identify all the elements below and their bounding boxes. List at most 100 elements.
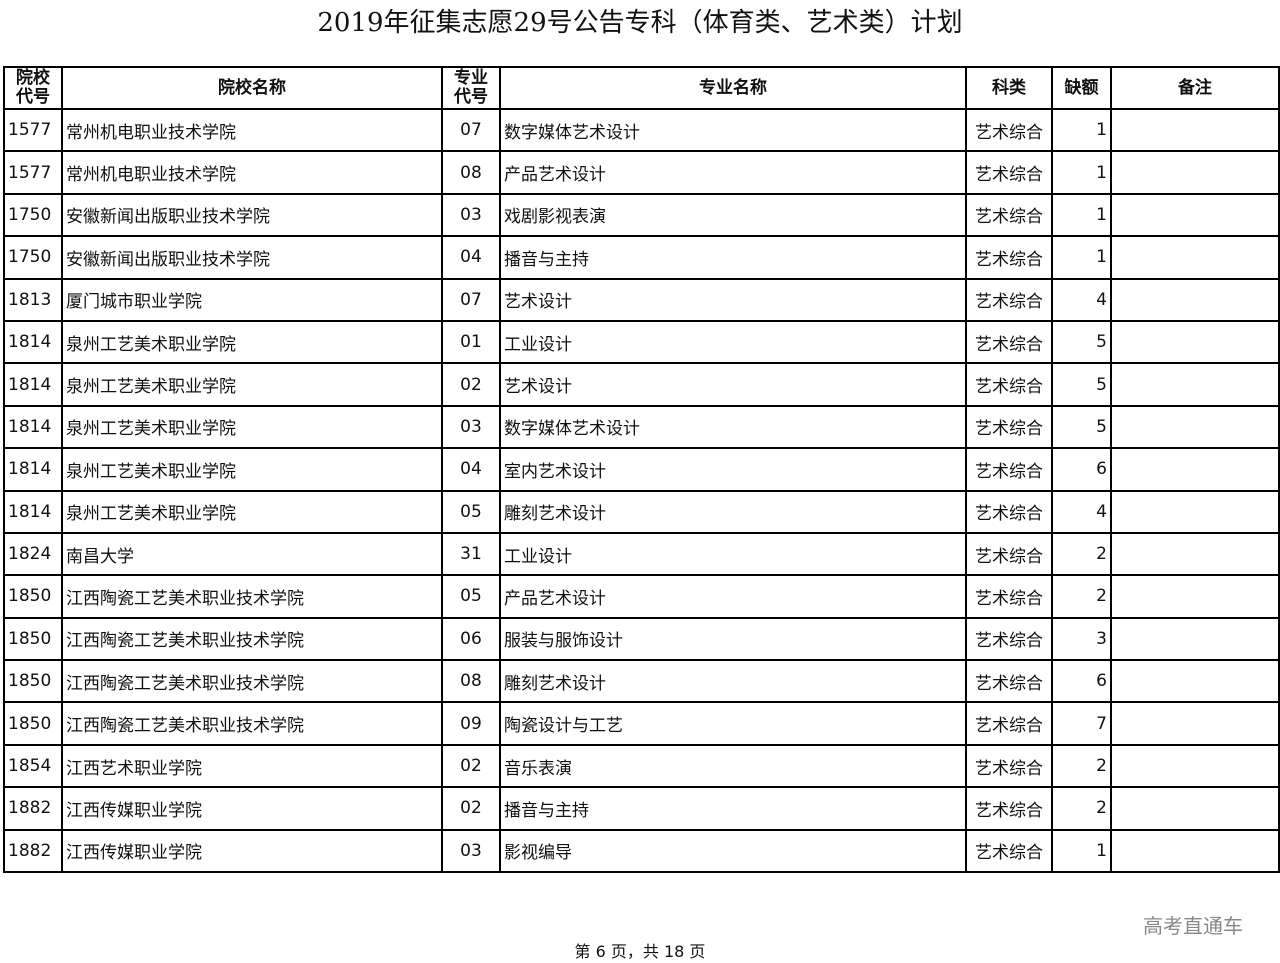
cell-vacancy: 3	[1051, 616, 1112, 662]
cell-school-name: 泉州工艺美术职业学院	[61, 489, 443, 534]
page-title: 2019年征集志愿29号公告专科（体育类、艺术类）计划	[317, 8, 963, 38]
cell-school-name: 南昌大学	[61, 531, 443, 577]
cell-remarks	[1110, 150, 1280, 195]
cell-school-code: 1813	[3, 277, 63, 322]
cell-school-code: 1750	[3, 235, 63, 280]
cell-major-code: 03	[441, 192, 501, 238]
header-school-name: 院校名称	[61, 66, 443, 110]
cell-school-name: 泉州工艺美术职业学院	[61, 447, 443, 492]
table-row: 1850 江西陶瓷工艺美术职业技术学院 08 雕刻艺术设计 艺术综合 6	[3, 659, 1280, 704]
cell-major-code: 08	[441, 150, 501, 195]
cell-vacancy: 2	[1051, 574, 1112, 619]
cell-school-name: 泉州工艺美术职业学院	[61, 319, 443, 365]
cell-major-code: 02	[441, 786, 501, 831]
cell-category: 艺术综合	[965, 531, 1053, 577]
cell-vacancy: 2	[1051, 531, 1112, 577]
cell-vacancy: 4	[1051, 489, 1112, 534]
cell-school-name: 江西传媒职业学院	[61, 828, 443, 874]
cell-school-name: 厦门城市职业学院	[61, 277, 443, 322]
cell-remarks	[1110, 786, 1280, 831]
header-category: 科类	[965, 66, 1053, 110]
cell-category: 艺术综合	[965, 277, 1053, 322]
cell-vacancy: 6	[1051, 447, 1112, 492]
cell-school-code: 1854	[3, 743, 63, 789]
cell-school-name: 江西传媒职业学院	[61, 786, 443, 831]
cell-major-name: 产品艺术设计	[499, 574, 967, 619]
header-vacancy: 缺额	[1051, 66, 1112, 110]
cell-major-code: 05	[441, 489, 501, 534]
cell-vacancy: 1	[1051, 107, 1112, 153]
table-row: 1850 江西陶瓷工艺美术职业技术学院 05 产品艺术设计 艺术综合 2	[3, 574, 1280, 619]
cell-category: 艺术综合	[965, 786, 1053, 831]
cell-major-code: 07	[441, 107, 501, 153]
cell-remarks	[1110, 659, 1280, 704]
cell-category: 艺术综合	[965, 150, 1053, 195]
cell-major-code: 05	[441, 574, 501, 619]
cell-category: 艺术综合	[965, 659, 1053, 704]
cell-category: 艺术综合	[965, 616, 1053, 662]
cell-vacancy: 4	[1051, 277, 1112, 322]
cell-major-name: 产品艺术设计	[499, 150, 967, 195]
cell-vacancy: 1	[1051, 150, 1112, 195]
cell-major-name: 播音与主持	[499, 786, 967, 831]
cell-school-code: 1577	[3, 107, 63, 153]
cell-major-name: 工业设计	[499, 319, 967, 365]
cell-remarks	[1110, 574, 1280, 619]
cell-major-name: 影视编导	[499, 828, 967, 874]
cell-vacancy: 5	[1051, 319, 1112, 365]
table-row: 1824 南昌大学 31 工业设计 艺术综合 2	[3, 531, 1280, 577]
cell-school-name: 江西陶瓷工艺美术职业技术学院	[61, 574, 443, 619]
cell-category: 艺术综合	[965, 235, 1053, 280]
cell-category: 艺术综合	[965, 362, 1053, 407]
cell-vacancy: 7	[1051, 701, 1112, 746]
cell-school-name: 江西陶瓷工艺美术职业技术学院	[61, 701, 443, 746]
cell-remarks	[1110, 404, 1280, 450]
cell-school-name: 安徽新闻出版职业技术学院	[61, 235, 443, 280]
cell-vacancy: 2	[1051, 786, 1112, 831]
cell-major-code: 03	[441, 828, 501, 874]
cell-vacancy: 6	[1051, 659, 1112, 704]
table-row: 1854 江西艺术职业学院 02 音乐表演 艺术综合 2	[3, 743, 1280, 789]
table-row: 1813 厦门城市职业学院 07 艺术设计 艺术综合 4	[3, 277, 1280, 322]
cell-major-code: 03	[441, 404, 501, 450]
table-row: 1750 安徽新闻出版职业技术学院 04 播音与主持 艺术综合 1	[3, 235, 1280, 280]
cell-school-name: 安徽新闻出版职业技术学院	[61, 192, 443, 238]
cell-school-name: 常州机电职业技术学院	[61, 150, 443, 195]
cell-major-name: 雕刻艺术设计	[499, 489, 967, 534]
header-school-code-line1: 院校	[16, 68, 50, 88]
cell-major-name: 音乐表演	[499, 743, 967, 789]
cell-category: 艺术综合	[965, 107, 1053, 153]
cell-school-code: 1814	[3, 404, 63, 450]
header-major-code: 专业 代号	[441, 66, 501, 110]
cell-school-code: 1824	[3, 531, 63, 577]
watermark: 高考直通车	[1143, 914, 1243, 938]
cell-category: 艺术综合	[965, 319, 1053, 365]
cell-category: 艺术综合	[965, 489, 1053, 534]
table-row: 1814 泉州工艺美术职业学院 05 雕刻艺术设计 艺术综合 4	[3, 489, 1280, 534]
cell-category: 艺术综合	[965, 743, 1053, 789]
header-major-code-line1: 专业	[454, 68, 488, 88]
table-row: 1814 泉州工艺美术职业学院 03 数字媒体艺术设计 艺术综合 5	[3, 404, 1280, 450]
cell-remarks	[1110, 277, 1280, 322]
cell-major-name: 戏剧影视表演	[499, 192, 967, 238]
table-row: 1814 泉州工艺美术职业学院 02 艺术设计 艺术综合 5	[3, 362, 1280, 407]
cell-school-name: 江西陶瓷工艺美术职业技术学院	[61, 616, 443, 662]
cell-category: 艺术综合	[965, 574, 1053, 619]
cell-remarks	[1110, 743, 1280, 789]
table-row: 1882 江西传媒职业学院 02 播音与主持 艺术综合 2	[3, 786, 1280, 831]
cell-vacancy: 5	[1051, 404, 1112, 450]
cell-major-name: 数字媒体艺术设计	[499, 404, 967, 450]
cell-school-name: 泉州工艺美术职业学院	[61, 362, 443, 407]
cell-school-code: 1882	[3, 786, 63, 831]
table-row: 1577 常州机电职业技术学院 07 数字媒体艺术设计 艺术综合 1	[3, 107, 1280, 153]
cell-school-name: 泉州工艺美术职业学院	[61, 404, 443, 450]
table-row: 1850 江西陶瓷工艺美术职业技术学院 06 服装与服饰设计 艺术综合 3	[3, 616, 1280, 662]
cell-school-code: 1814	[3, 319, 63, 365]
cell-major-code: 01	[441, 319, 501, 365]
cell-category: 艺术综合	[965, 701, 1053, 746]
cell-major-code: 07	[441, 277, 501, 322]
header-remarks: 备注	[1110, 66, 1280, 110]
cell-major-code: 04	[441, 447, 501, 492]
header-major-name: 专业名称	[499, 66, 967, 110]
cell-vacancy: 1	[1051, 192, 1112, 238]
